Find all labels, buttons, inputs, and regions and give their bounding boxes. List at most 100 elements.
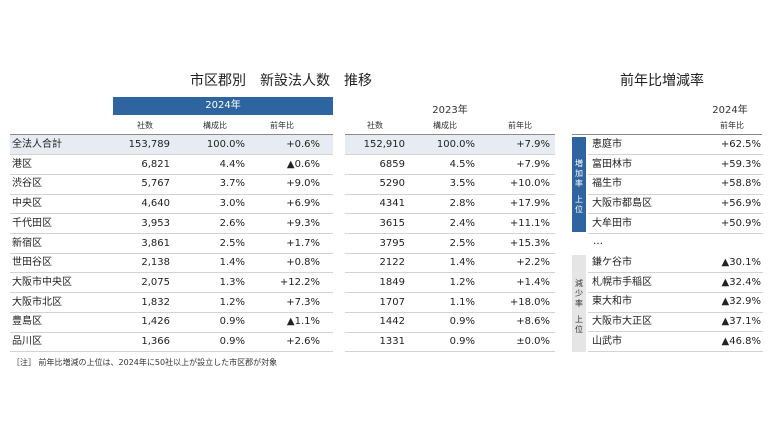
row-ratio-2023: 2.5%: [449, 237, 475, 249]
row-name: 中央区: [12, 198, 42, 210]
row-count-2023: 1331: [379, 336, 405, 347]
row-count-2023: 1849: [379, 276, 405, 288]
list-item-name: 福生市: [592, 178, 622, 190]
list-item-value: ▲46.8%: [721, 335, 761, 347]
row-divider: [345, 311, 555, 313]
decrease-label-text: 減少率上位: [575, 279, 583, 334]
row-divider: [10, 252, 333, 254]
side-col-yoy: 前年比: [720, 121, 744, 130]
row-ratio-2023: 0.9%: [449, 336, 475, 347]
row-count-2023: 3615: [379, 217, 405, 229]
row-count-2024: 1,426: [141, 316, 170, 328]
table-row: 新宿区 3,861 2.5% +1.7% 3795 2.5% +15.3%: [0, 234, 560, 254]
row-yoy-2023: +8.6%: [516, 316, 550, 328]
list-item-name: 富田林市: [592, 158, 632, 170]
row-divider: [588, 351, 763, 352]
row-count-2024: 3,861: [141, 237, 170, 249]
row-divider: [588, 272, 763, 274]
row-yoy-2023: +10.0%: [509, 178, 550, 190]
row-count-2024: 1,832: [141, 296, 170, 308]
main-title: 市区郡別 新設法人数 推移: [190, 73, 372, 89]
list-item-name: 大牟田市: [592, 217, 632, 229]
row-name: 新宿区: [12, 237, 42, 249]
row-ratio-2024: 3.7%: [219, 178, 245, 190]
row-count-2024: 2,075: [141, 276, 170, 288]
row-divider: [10, 331, 333, 333]
col-count-2023: 社数: [367, 121, 383, 130]
row-count-2024: 4,640: [141, 198, 170, 210]
row-ratio-2023: 100.0%: [436, 139, 475, 150]
row-divider: [345, 331, 555, 333]
row-yoy-2023: +15.3%: [509, 237, 550, 249]
row-divider: [345, 252, 555, 254]
row-yoy-2024: +0.8%: [286, 257, 320, 269]
row-name: 千代田区: [12, 217, 52, 229]
list-item-name: 恵庭市: [592, 139, 622, 150]
table-row: 渋谷区 5,767 3.7% +9.0% 5290 3.5% +10.0%: [0, 174, 560, 194]
row-ratio-2023: 1.2%: [449, 276, 475, 288]
decrease-list: 鎌ケ谷市 ▲30.1% 札幌市手稲区 ▲32.4% 東大和市 ▲32.9% 大阪市大正区 ▲3…: [588, 253, 763, 353]
list-item-value: +62.5%: [720, 139, 761, 150]
list-item: 札幌市手稲区 ▲32.4%: [588, 273, 763, 293]
table-row: 大阪市北区 1,832 1.2% +7.3% 1707 1.1% +18.0%: [0, 293, 560, 313]
row-divider: [345, 233, 555, 234]
list-item-name: 大阪市都島区: [592, 198, 652, 210]
row-divider: [10, 213, 333, 215]
row-divider: [10, 311, 333, 313]
list-item-name: 大阪市大正区: [592, 316, 652, 328]
row-ratio-2024: 4.4%: [219, 158, 245, 170]
row-name: 品川区: [12, 336, 42, 347]
footnote: ［注］ 前年比増減の上位は、2024年に50社以上が設立した市区郡が対象: [12, 358, 278, 367]
header-rule-2024: [10, 134, 333, 135]
list-item: 福生市 +58.8%: [588, 174, 763, 194]
row-ratio-2024: 0.9%: [219, 336, 245, 347]
row-name: 港区: [12, 158, 32, 170]
row-ratio-2024: 2.5%: [219, 237, 245, 249]
row-yoy-2024: +9.3%: [286, 217, 320, 229]
row-yoy-2024: +1.7%: [286, 237, 320, 249]
col-ratio-2023: 構成比: [433, 121, 457, 130]
row-divider: [588, 173, 763, 175]
row-name: 世田谷区: [12, 257, 52, 269]
row-yoy-2024: +2.6%: [286, 336, 320, 347]
row-ratio-2024: 2.6%: [219, 217, 245, 229]
row-ratio-2023: 2.8%: [449, 198, 475, 210]
row-name: 豊島区: [12, 316, 42, 328]
row-yoy-2024: ▲1.1%: [286, 316, 320, 328]
row-ratio-2023: 4.5%: [449, 158, 475, 170]
ellipsis: …: [593, 236, 603, 247]
row-ratio-2024: 1.4%: [219, 257, 245, 269]
row-ratio-2024: 0.9%: [219, 316, 245, 328]
row-ratio-2023: 1.4%: [449, 257, 475, 269]
table-row: 品川区 1,366 0.9% +2.6% 1331 0.9% ±0.0%: [0, 332, 560, 352]
side-title: 前年比増減率: [620, 73, 704, 89]
list-item-value: +59.3%: [720, 158, 761, 170]
list-item: 大阪市大正区 ▲37.1%: [588, 312, 763, 332]
total-row-shade-2024: [10, 135, 333, 155]
row-divider: [345, 292, 555, 294]
row-count-2024: 5,767: [141, 178, 170, 190]
side-year-header: 2024年: [712, 105, 748, 116]
header-rule-2023: [345, 134, 555, 135]
row-yoy-2023: +17.9%: [509, 198, 550, 210]
list-item-value: +58.8%: [720, 178, 761, 190]
row-yoy-2023: +7.9%: [516, 139, 550, 150]
row-divider: [345, 154, 555, 156]
row-divider: [588, 154, 763, 156]
row-count-2023: 1442: [379, 316, 405, 328]
row-divider: [10, 272, 333, 274]
table-row: 豊島区 1,426 0.9% ▲1.1% 1442 0.9% +8.6%: [0, 312, 560, 332]
row-ratio-2023: 2.4%: [449, 217, 475, 229]
row-ratio-2024: 1.3%: [219, 276, 245, 288]
row-yoy-2024: +6.9%: [286, 198, 320, 210]
row-divider: [345, 213, 555, 215]
list-item-value: ▲32.9%: [721, 296, 761, 308]
row-count-2024: 6,821: [141, 158, 170, 170]
row-yoy-2024: +9.0%: [286, 178, 320, 190]
col-ratio-2024: 構成比: [203, 121, 227, 130]
list-item: 大阪市都島区 +56.9%: [588, 194, 763, 214]
row-count-2023: 1707: [379, 296, 405, 308]
total-row: 全法人合計 153,789 100.0% +0.6% 152,910 100.0% +7.9…: [0, 135, 560, 155]
list-item: 恵庭市 +62.5%: [588, 135, 763, 155]
row-name: 全法人合計: [12, 139, 62, 150]
